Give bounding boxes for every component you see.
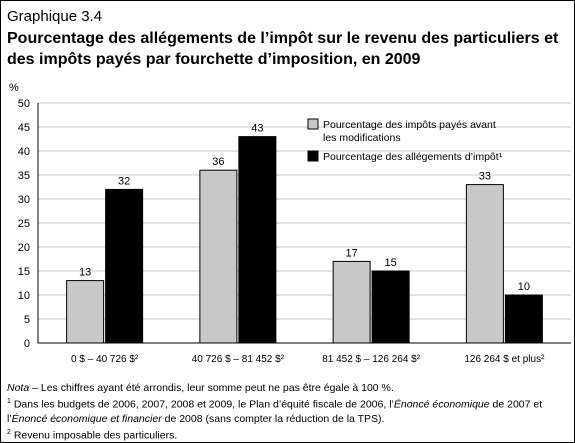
legend-label: Pourcentage des impôts payés avant [323,119,496,131]
data-label: 10 [518,281,530,293]
category-label: 0 $ – 40 726 $² [71,354,139,365]
legend-label: les modifications [323,132,401,144]
footnote-2-marker: 2 [7,428,11,436]
category-label: 81 452 $ – 126 264 $² [322,354,421,365]
bar [332,260,371,344]
y-tick-label: 25 [18,218,30,230]
data-label: 13 [79,267,91,279]
data-label: 17 [346,247,358,259]
bar [66,280,105,344]
chart-notes: Nota – Les chiffres ayant été arrondis, … [7,381,569,442]
bar [465,184,504,344]
graph-number: Graphique 3.4 [7,8,103,25]
bar [199,169,238,344]
y-tick-label: 40 [18,146,30,158]
footnote-1-marker: 1 [7,398,11,405]
y-tick-label: 20 [18,242,30,254]
note-text: – Les chiffres ayant été arrondis, leur … [32,382,394,394]
y-tick-label: 5 [24,314,30,326]
note-rounding: Nota – Les chiffres ayant été arrondis, … [7,381,569,395]
footnote-1-part-a: Dans les budgets de 2006, 2007, 2008 et … [13,398,394,411]
legend-swatch [307,118,319,130]
y-tick-label: 0 [24,338,30,350]
footnote-2: 2 Revenu imposable des particuliers. [7,426,569,443]
y-tick-label: 30 [18,194,30,206]
category-label: 126 264 $ et plus² [464,354,545,365]
y-axis-label: % [9,82,19,94]
data-label: 33 [479,171,491,183]
category-label: 40 726 $ – 81 452 $² [192,354,285,365]
bar [371,270,410,344]
bar [504,294,543,344]
bar-chart: % 0 5 10 15 20 25 30 35 40 45 50 13 32 0 $ – 40 726 $²… [9,82,571,365]
y-tick-label: 10 [18,290,30,302]
y-tick-label: 45 [18,122,30,134]
data-label: 32 [118,175,130,187]
note-label: Nota [7,382,30,394]
y-tick-label: 50 [18,98,30,110]
footnote-1-part-c: de 2007 et l’ [7,398,543,425]
bar [105,188,144,344]
data-label: 36 [212,156,224,168]
legend-swatch [307,150,319,162]
chart-title: Pourcentage des allégements de l’impôt s… [7,30,559,68]
data-label: 43 [251,123,263,135]
legend-label: Pourcentage des allégements d’impôt¹ [323,151,503,163]
footnote-1: 1 Dans les budgets de 2006, 2007, 2008 e… [7,395,569,426]
footnote-2-text: Revenu imposable des particuliers. [13,429,178,441]
data-label: 15 [385,257,397,269]
y-tick-label: 35 [18,170,30,182]
footnote-1-part-e: de 2008 (sans compter la réduction de la… [161,412,385,425]
footnote-1-part-d: Énoncé économique et financier [11,412,162,425]
footnote-1-part-b: Énoncé économique [393,398,490,411]
bar [238,136,277,344]
y-tick-label: 15 [18,266,30,278]
